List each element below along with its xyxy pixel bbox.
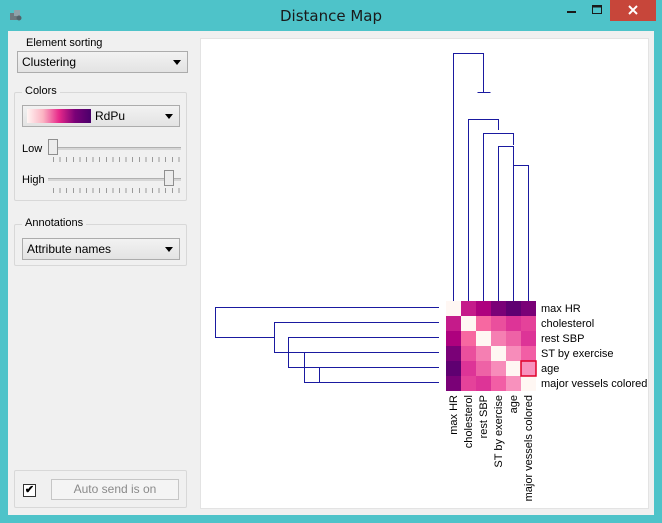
low-slider-groove[interactable] — [48, 147, 181, 150]
heatmap-column-label: cholesterol — [463, 395, 475, 448]
column-dendrogram — [453, 53, 529, 301]
app-icon — [10, 10, 22, 21]
palette-swatch — [27, 109, 91, 123]
heatmap-column-labels: max HR cholesterol rest SBP ST by exercise a… — [448, 395, 535, 501]
element-sorting-select[interactable]: Clustering — [17, 51, 188, 73]
heatmap-cell[interactable] — [491, 301, 506, 316]
chevron-down-icon — [173, 60, 181, 65]
heatmap-cell[interactable] — [446, 316, 461, 331]
heatmap-cell[interactable] — [476, 376, 491, 391]
heatmap-cell[interactable] — [521, 331, 536, 346]
distance-map-canvas[interactable]: max HR cholesterol rest SBP ST by exercise a… — [200, 38, 649, 509]
maximize-icon — [592, 5, 602, 14]
heatmap-row-label: max HR — [541, 303, 581, 315]
element-sorting-title: Element sorting — [23, 37, 106, 49]
heatmap-cell[interactable] — [446, 376, 461, 391]
heatmap-cell[interactable] — [506, 346, 521, 361]
palette-name: RdPu — [95, 109, 126, 123]
element-sorting-group: Element sorting Clustering — [12, 37, 189, 73]
title-bar: Distance Map — [0, 0, 662, 31]
auto-send-group — [14, 470, 187, 508]
heatmap-cell[interactable] — [491, 361, 506, 376]
close-icon — [628, 5, 638, 15]
heatmap-cell[interactable] — [491, 346, 506, 361]
colors-group: Colors RdPu Low High — [14, 85, 187, 201]
close-button[interactable] — [610, 0, 656, 21]
element-sorting-value: Clustering — [22, 55, 77, 69]
heatmap-cell[interactable] — [506, 301, 521, 316]
high-label: High — [22, 174, 45, 186]
heatmap-cell[interactable] — [491, 316, 506, 331]
heatmap-cell[interactable] — [491, 376, 506, 391]
heatmap-cells — [446, 301, 536, 391]
annotations-select[interactable]: Attribute names — [22, 238, 180, 260]
heatmap-row-label: age — [541, 363, 559, 375]
heatmap-column-label: major vessels colored — [523, 395, 535, 501]
low-slider-handle[interactable] — [48, 139, 58, 155]
auto-send-button[interactable]: Auto send is on — [51, 479, 179, 500]
heatmap-cell[interactable] — [521, 361, 536, 376]
heatmap-cell[interactable] — [521, 316, 536, 331]
heatmap-cell[interactable] — [476, 331, 491, 346]
heatmap-cell[interactable] — [461, 331, 476, 346]
high-slider-ticks — [53, 188, 181, 193]
row-dendrogram — [215, 307, 439, 383]
heatmap-column-label: ST by exercise — [493, 395, 505, 468]
auto-send-checkbox[interactable]: ✔ — [23, 484, 36, 497]
high-slider-handle[interactable] — [164, 170, 174, 186]
heatmap-column-label: rest SBP — [478, 395, 490, 438]
low-label: Low — [22, 143, 43, 155]
heatmap-row-label: rest SBP — [541, 333, 584, 345]
heatmap-cell[interactable] — [506, 361, 521, 376]
heatmap-cell[interactable] — [461, 361, 476, 376]
heatmap-cell[interactable] — [521, 301, 536, 316]
maximize-button[interactable] — [584, 0, 610, 21]
heatmap-cell[interactable] — [491, 331, 506, 346]
heatmap-cell[interactable] — [461, 301, 476, 316]
client-area: Element sorting Clustering Colors RdPu L… — [8, 31, 654, 515]
heatmap-cell[interactable] — [461, 316, 476, 331]
heatmap-cell[interactable] — [506, 376, 521, 391]
heatmap-cell[interactable] — [476, 301, 491, 316]
heatmap-cell[interactable] — [521, 346, 536, 361]
low-slider-ticks — [53, 157, 181, 162]
minimize-icon — [567, 11, 576, 13]
chevron-down-icon — [165, 247, 173, 252]
heatmap-cell[interactable] — [506, 316, 521, 331]
heatmap-cell[interactable] — [446, 346, 461, 361]
colors-title: Colors — [22, 85, 60, 97]
window-title: Distance Map — [279, 7, 382, 25]
heatmap-row-label: cholesterol — [541, 318, 594, 330]
annotations-value: Attribute names — [27, 242, 112, 256]
annotations-title: Annotations — [22, 217, 87, 229]
heatmap-highlight — [520, 360, 537, 377]
heatmap-cell[interactable] — [476, 316, 491, 331]
minimize-button[interactable] — [558, 0, 584, 21]
annotations-group: Annotations Attribute names — [14, 217, 187, 266]
chevron-down-icon — [165, 114, 173, 119]
heatmap-cell[interactable] — [461, 346, 476, 361]
heatmap-cell[interactable] — [446, 331, 461, 346]
heatmap-cell[interactable] — [476, 361, 491, 376]
heatmap-row-label: major vessels colored — [541, 378, 647, 390]
heatmap-row-labels: max HR cholesterol rest SBP ST by exercise a… — [541, 303, 647, 390]
heatmap-cell[interactable] — [506, 331, 521, 346]
heatmap-cell[interactable] — [461, 376, 476, 391]
heatmap-row-label: ST by exercise — [541, 348, 614, 360]
high-slider-groove[interactable] — [48, 178, 181, 181]
heatmap-cell[interactable] — [446, 361, 461, 376]
heatmap-cell[interactable] — [521, 376, 536, 391]
heatmap-column-label: max HR — [448, 395, 460, 435]
heatmap-cell[interactable] — [446, 301, 461, 316]
palette-select[interactable]: RdPu — [22, 105, 180, 127]
heatmap-cell[interactable] — [476, 346, 491, 361]
heatmap-column-label: age — [508, 395, 520, 413]
